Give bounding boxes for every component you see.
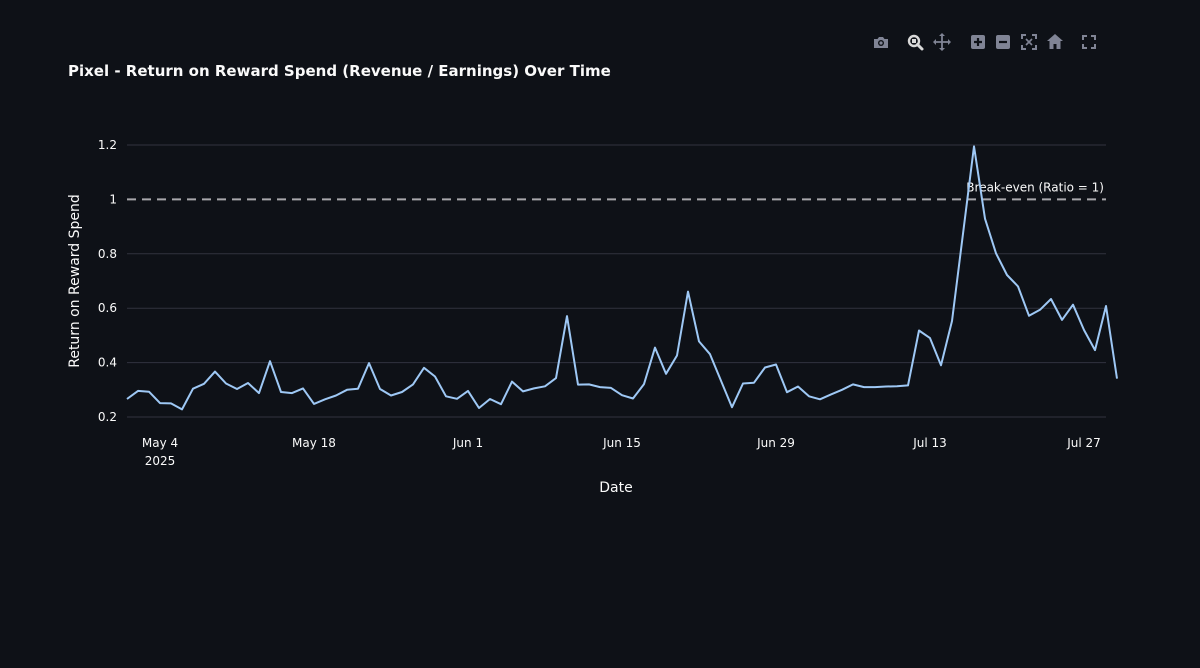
y-axis-title: Return on Reward Spend	[67, 194, 83, 368]
x-axis-title: Date	[599, 480, 632, 496]
x-tick-label: Jun 1	[452, 436, 483, 450]
x-tick-label: May 4	[142, 436, 178, 450]
series-group	[126, 145, 1118, 411]
zoom-icon[interactable]	[904, 31, 926, 53]
zoom-in-icon[interactable]	[967, 31, 989, 53]
x-tick-sublabel: 2025	[145, 454, 176, 468]
y-tick-label: 0.2	[98, 410, 117, 424]
x-tick-labels: May 4 2025 May 18 Jun 1 Jun 15 Jun 29 Jul 13 Ju…	[142, 436, 1101, 468]
y-tick-label: 0.4	[98, 356, 117, 370]
fullscreen-icon[interactable]	[1078, 31, 1100, 53]
y-grid	[127, 144, 1106, 418]
y-tick-label: 1.2	[98, 138, 117, 152]
y-tick-label: 0.6	[98, 301, 117, 315]
threshold-group: Break-even (Ratio = 1)	[127, 180, 1106, 201]
x-tick-label: Jun 29	[756, 436, 795, 450]
autoscale-icon[interactable]	[1018, 31, 1040, 53]
pan-icon[interactable]	[931, 31, 953, 53]
x-tick-label: Jul 13	[912, 436, 947, 450]
reset-axes-icon[interactable]	[1044, 31, 1066, 53]
x-tick-label: Jul 27	[1066, 436, 1101, 450]
y-tick-labels: 0.2 0.4 0.6 0.8 1 1.2	[98, 138, 117, 424]
camera-icon[interactable]	[870, 31, 892, 53]
x-tick-label: May 18	[292, 436, 336, 450]
series-line	[126, 145, 1118, 411]
y-tick-label: 0.8	[98, 247, 117, 261]
break-even-label: Break-even (Ratio = 1)	[966, 180, 1104, 194]
zoom-out-icon[interactable]	[992, 31, 1014, 53]
y-tick-label: 1	[109, 192, 117, 206]
chart-title: Pixel - Return on Reward Spend (Revenue …	[68, 62, 611, 80]
x-tick-label: Jun 15	[602, 436, 641, 450]
